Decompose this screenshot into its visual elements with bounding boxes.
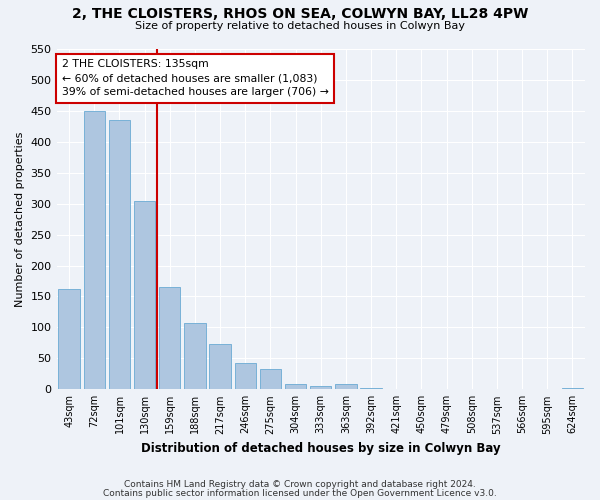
X-axis label: Distribution of detached houses by size in Colwyn Bay: Distribution of detached houses by size … <box>141 442 500 455</box>
Bar <box>436 388 457 390</box>
Bar <box>562 388 583 390</box>
Text: Contains HM Land Registry data © Crown copyright and database right 2024.: Contains HM Land Registry data © Crown c… <box>124 480 476 489</box>
Text: Size of property relative to detached houses in Colwyn Bay: Size of property relative to detached ho… <box>135 21 465 31</box>
Text: 2, THE CLOISTERS, RHOS ON SEA, COLWYN BAY, LL28 4PW: 2, THE CLOISTERS, RHOS ON SEA, COLWYN BA… <box>72 8 528 22</box>
Text: 2 THE CLOISTERS: 135sqm
← 60% of detached houses are smaller (1,083)
39% of semi: 2 THE CLOISTERS: 135sqm ← 60% of detache… <box>62 59 329 97</box>
Bar <box>411 388 432 390</box>
Y-axis label: Number of detached properties: Number of detached properties <box>15 132 25 307</box>
Bar <box>310 386 331 390</box>
Bar <box>235 362 256 390</box>
Bar <box>159 287 181 390</box>
Bar <box>184 323 206 390</box>
Bar <box>386 388 407 390</box>
Bar <box>285 384 307 390</box>
Text: Contains public sector information licensed under the Open Government Licence v3: Contains public sector information licen… <box>103 488 497 498</box>
Bar <box>260 369 281 390</box>
Bar <box>335 384 356 390</box>
Bar <box>361 388 382 390</box>
Bar <box>58 289 80 390</box>
Bar <box>83 111 105 390</box>
Bar <box>209 344 231 390</box>
Bar <box>134 200 155 390</box>
Bar <box>109 120 130 390</box>
